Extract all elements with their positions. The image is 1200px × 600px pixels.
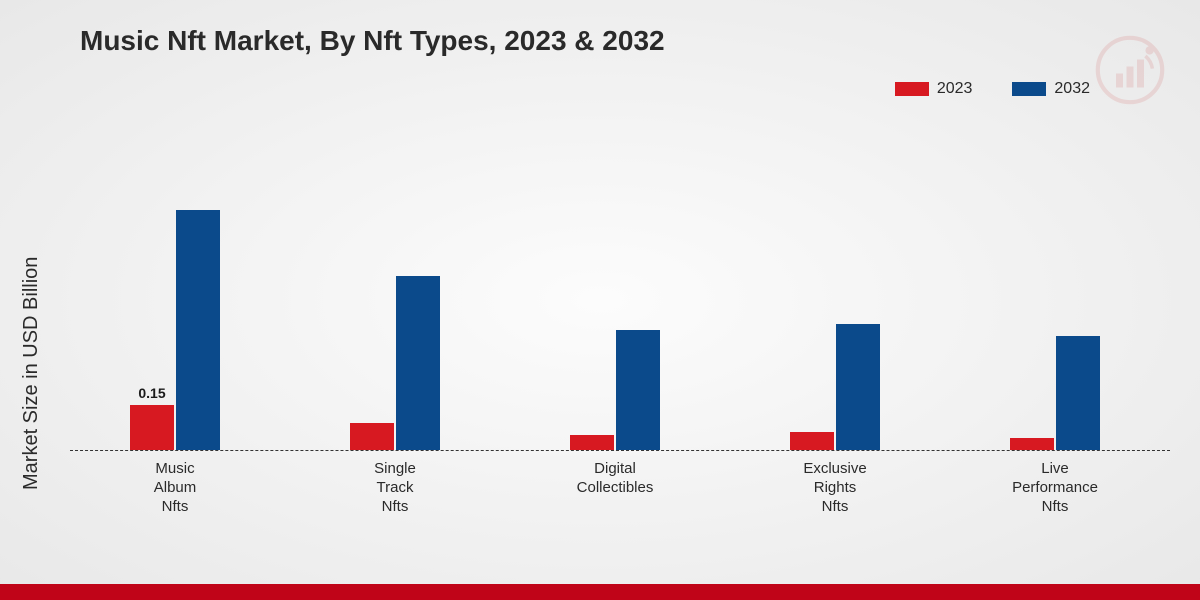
bar-2023 (790, 432, 834, 450)
bar-2023 (570, 435, 614, 450)
bar-2032 (616, 330, 660, 450)
chart-legend: 2023 2032 (895, 80, 1090, 98)
legend-swatch-2032 (1012, 82, 1046, 96)
bar-2032 (1056, 336, 1100, 450)
plot-area: 0.15MusicAlbumNftsSingleTrackNftsDigital… (70, 150, 1170, 450)
footer-accent-bar (0, 584, 1200, 600)
bar-2023 (1010, 438, 1054, 450)
bar-value-label: 0.15 (138, 385, 165, 401)
category-label: MusicAlbumNfts (115, 460, 235, 516)
legend-label-2023: 2023 (937, 80, 973, 98)
y-axis-label: Market Size in USD Billion (20, 257, 43, 490)
category-label: DigitalCollectibles (555, 460, 675, 498)
category-label: SingleTrackNfts (335, 460, 455, 516)
category-label: ExclusiveRightsNfts (775, 460, 895, 516)
watermark-logo-icon (1095, 35, 1165, 105)
legend-item-2032: 2032 (1012, 80, 1090, 98)
legend-swatch-2023 (895, 82, 929, 96)
x-axis-baseline (70, 450, 1170, 451)
category-label: LivePerformanceNfts (995, 460, 1115, 516)
bar-2032 (836, 324, 880, 450)
chart-canvas: Music Nft Market, By Nft Types, 2023 & 2… (0, 0, 1200, 600)
bar-2032 (176, 210, 220, 450)
chart-title: Music Nft Market, By Nft Types, 2023 & 2… (80, 25, 665, 57)
legend-item-2023: 2023 (895, 80, 973, 98)
bar-2023 (350, 423, 394, 450)
bar-2032 (396, 276, 440, 450)
legend-label-2032: 2032 (1054, 80, 1090, 98)
bar-2023 (130, 405, 174, 450)
